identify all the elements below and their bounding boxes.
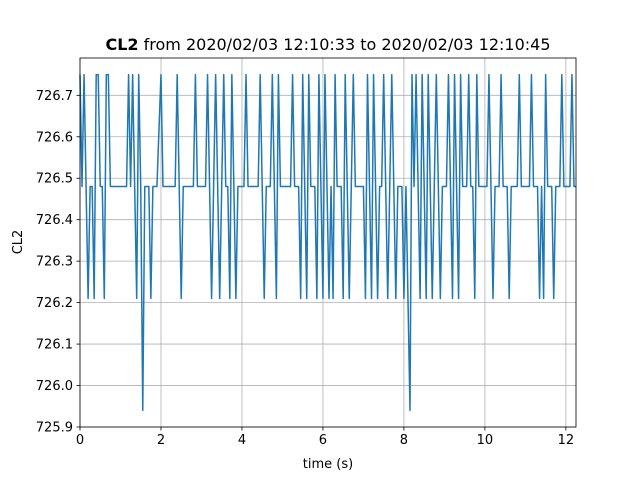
y-tick-label: 726.0: [36, 379, 73, 394]
y-tick-label: 726.5: [36, 172, 73, 187]
series-group: [79, 73, 576, 412]
x-tick-label: 12: [558, 433, 575, 448]
chart-title-rest: from 2020/02/03 12:10:33 to 2020/02/03 1…: [139, 35, 551, 54]
y-tick-label: 725.9: [36, 421, 73, 436]
tick-group: 0 2 4 6 8 10 12 725.9 726.0 726.1 726.2 726.3 726.4 7…: [36, 89, 574, 448]
x-tick-label: 6: [319, 433, 327, 448]
chart-title-bold: CL2: [105, 35, 138, 54]
plot-frame: [79, 57, 577, 428]
y-tick-label: 726.4: [36, 213, 73, 228]
x-tick-label: 10: [477, 433, 494, 448]
y-axis-label: CL2: [11, 230, 26, 255]
axes-frame: [79, 57, 577, 428]
x-tick-label: 0: [76, 433, 84, 448]
y-tick-label: 726.2: [36, 296, 73, 311]
chart-title: CL2 from 2020/02/03 12:10:33 to 2020/02/…: [105, 35, 550, 54]
y-tick-label: 726.6: [36, 130, 73, 145]
x-tick-label: 2: [157, 433, 165, 448]
y-tick-label: 726.1: [36, 338, 73, 353]
x-tick-label: 4: [238, 433, 246, 448]
x-axis-label: time (s): [303, 457, 353, 472]
x-tick-label: 8: [400, 433, 408, 448]
series-line-0: [79, 73, 576, 412]
y-tick-label: 726.3: [36, 255, 73, 270]
y-tick-label: 726.7: [36, 89, 73, 104]
